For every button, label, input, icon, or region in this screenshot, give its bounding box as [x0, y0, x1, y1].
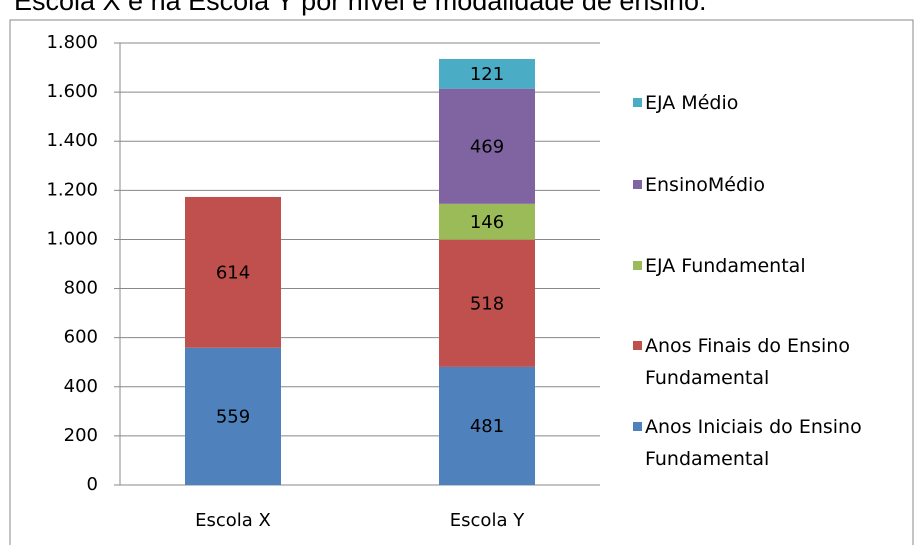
legend-swatch: [633, 422, 642, 431]
chart-title: Escola X e na Escola Y por nível e modal…: [14, 0, 707, 16]
y-tick-label: 1.200: [46, 179, 98, 200]
chart-frame: [9, 19, 914, 545]
legend-swatch: [633, 98, 642, 107]
legend-item: EJA Médio: [633, 87, 910, 119]
bar-segment: [439, 203, 535, 240]
data-label: 559: [216, 406, 250, 427]
bar-segment: [439, 239, 535, 367]
y-tick-label: 600: [64, 327, 98, 348]
legend-label: EJA Fundamental: [645, 255, 806, 277]
bar-segment: [439, 88, 535, 204]
data-label: 518: [470, 293, 504, 314]
legend-label: Anos Finais do Ensino Fundamental: [645, 335, 850, 389]
y-tick-label: 400: [64, 376, 98, 397]
data-label: 121: [470, 64, 504, 85]
legend-item: EJA Fundamental: [633, 250, 910, 282]
legend-label: EJA Médio: [645, 92, 739, 114]
bar-segment: [185, 347, 281, 485]
y-tick-label: 1.000: [46, 228, 98, 249]
bar-segment: [439, 366, 535, 485]
y-tick-label: 800: [64, 278, 98, 299]
y-tick-label: 1.600: [46, 81, 98, 102]
legend-label: EnsinoMédio: [645, 174, 765, 196]
x-tick-label: Escola Y: [450, 510, 525, 531]
legend-swatch: [633, 180, 642, 189]
x-tick-label: Escola X: [195, 510, 271, 531]
data-label: 146: [470, 212, 504, 233]
legend-swatch: [633, 341, 642, 350]
y-tick-label: 200: [64, 425, 98, 446]
legend-swatch: [633, 261, 642, 270]
legend-label: Anos Iniciais do Ensino Fundamental: [645, 416, 862, 470]
bar-segment: [185, 196, 281, 348]
data-label: 469: [470, 136, 504, 157]
y-tick-label: 1.800: [46, 32, 98, 53]
legend-item: Anos Iniciais do Ensino Fundamental: [633, 411, 910, 475]
legend-item: Anos Finais do Ensino Fundamental: [633, 330, 910, 394]
legend-item: EnsinoMédio: [633, 169, 910, 201]
data-label: 614: [216, 262, 250, 283]
y-tick-label: 0: [87, 474, 98, 495]
data-label: 481: [470, 416, 504, 437]
bar-segment: [439, 58, 535, 89]
y-tick-label: 1.400: [46, 130, 98, 151]
